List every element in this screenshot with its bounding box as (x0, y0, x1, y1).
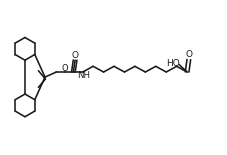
Text: O: O (72, 51, 79, 60)
Text: O: O (185, 50, 192, 59)
Text: O: O (61, 64, 68, 73)
Text: HO: HO (167, 59, 180, 68)
Text: NH: NH (77, 71, 90, 80)
